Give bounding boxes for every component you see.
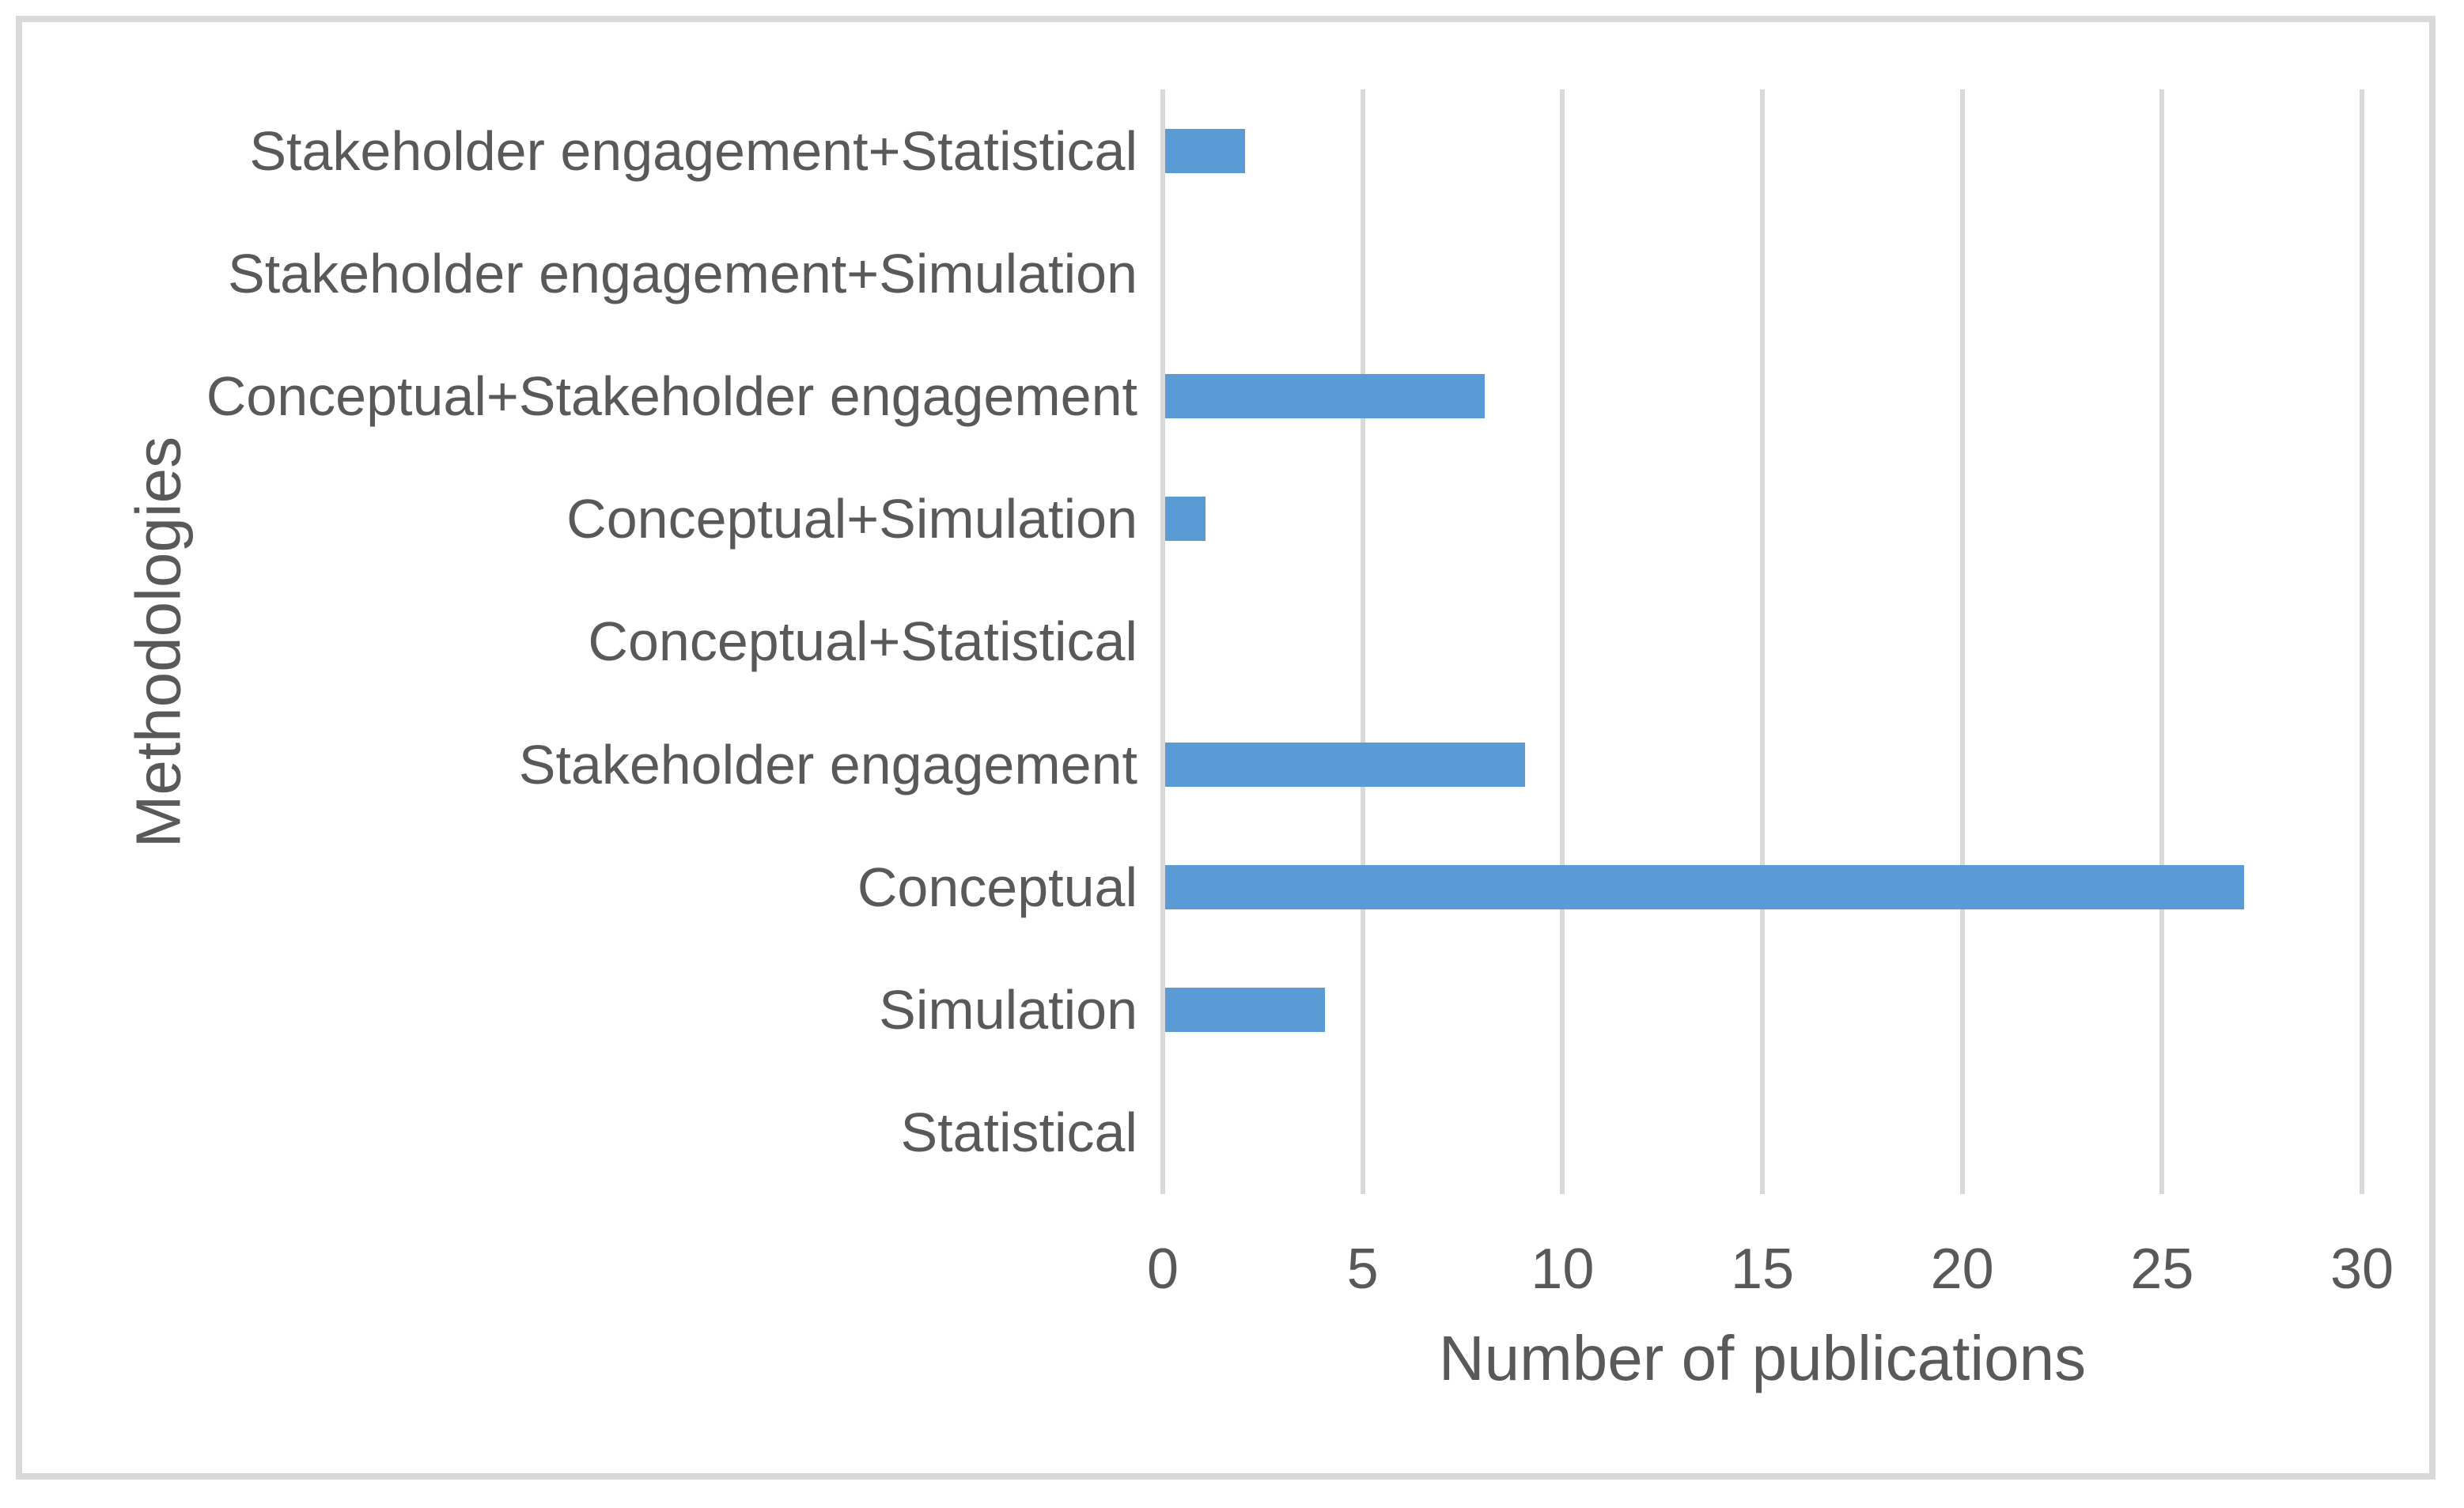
gridline-x-30 xyxy=(2360,89,2364,1194)
plot-area xyxy=(1160,89,2364,1194)
gridline-x-10 xyxy=(1560,89,1565,1194)
category-label-7: Simulation xyxy=(879,979,1137,1041)
bar-2 xyxy=(1165,374,1486,419)
category-label-4: Conceptual+Statistical xyxy=(588,610,1137,673)
category-label-3: Conceptual+Simulation xyxy=(566,488,1137,550)
gridline-x-0 xyxy=(1160,89,1165,1194)
chart-border xyxy=(16,16,2436,1480)
bar-6 xyxy=(1165,864,2245,909)
category-label-8: Statistical xyxy=(900,1102,1137,1164)
x-tick-label-20: 20 xyxy=(1930,1238,1994,1301)
x-tick-label-5: 5 xyxy=(1346,1238,1379,1301)
x-axis-title: Number of publications xyxy=(1438,1323,2087,1393)
bar-0 xyxy=(1165,128,1246,173)
category-label-5: Stakeholder engagement xyxy=(518,733,1137,796)
gridline-x-25 xyxy=(2159,89,2165,1194)
x-tick-label-10: 10 xyxy=(1531,1238,1595,1301)
category-label-2: Conceptual+Stakeholder engagement xyxy=(206,365,1137,428)
gridline-x-20 xyxy=(1959,89,1965,1194)
category-label-6: Conceptual xyxy=(857,856,1137,918)
category-label-1: Stakeholder engagement+Simulation xyxy=(228,242,1137,304)
gridline-x-15 xyxy=(1760,89,1765,1194)
gridline-x-5 xyxy=(1360,89,1365,1194)
x-tick-label-0: 0 xyxy=(1146,1238,1179,1301)
x-tick-label-30: 30 xyxy=(2330,1238,2394,1301)
category-label-0: Stakeholder engagement+Statistical xyxy=(249,119,1137,182)
bar-5 xyxy=(1165,742,1525,787)
bar-3 xyxy=(1165,497,1206,542)
bar-7 xyxy=(1165,988,1326,1033)
x-tick-label-25: 25 xyxy=(2130,1238,2194,1301)
x-tick-label-15: 15 xyxy=(1730,1238,1795,1301)
